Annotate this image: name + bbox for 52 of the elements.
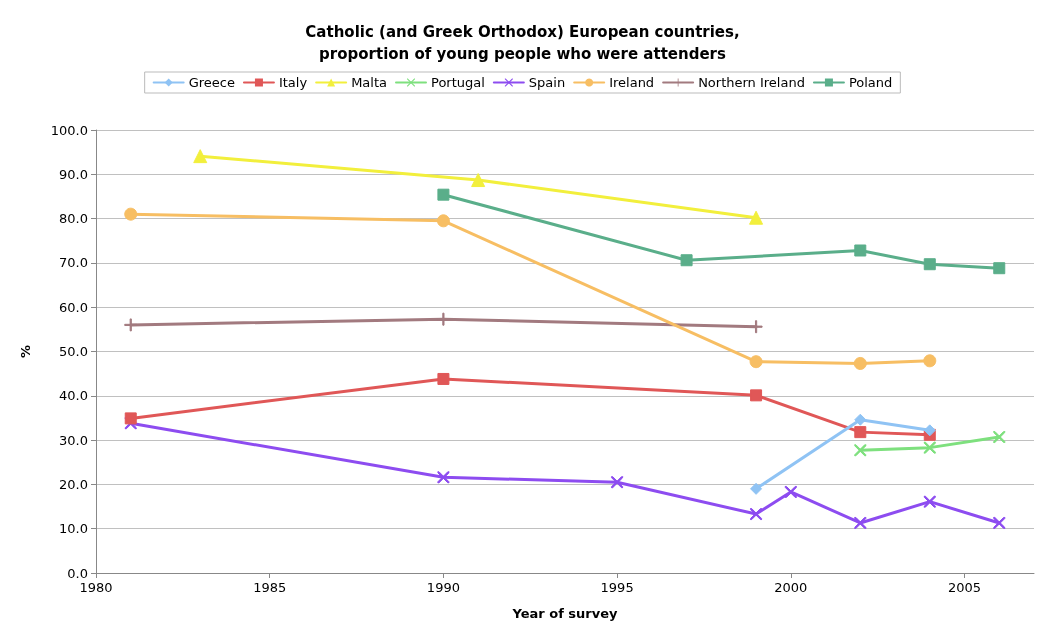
point (680, 254, 693, 267)
x-tick-label: 1990 (426, 580, 460, 595)
y-tick-label: 20.0 (59, 476, 88, 492)
point (124, 207, 138, 221)
legend-label: Malta (351, 75, 388, 90)
point (749, 355, 763, 369)
y-tick-label: 30.0 (59, 432, 88, 448)
point (750, 389, 763, 402)
point (854, 444, 867, 457)
y-tick-label: 10.0 (59, 521, 88, 537)
chart-title: Catholic (and Greek Orthodox) European countries, proportion of young people who were attenders (305, 23, 740, 63)
point (749, 210, 764, 225)
legend-label: Poland (848, 75, 893, 90)
x-tick-label: 1985 (253, 580, 287, 595)
point (750, 508, 763, 521)
x-axis-title: Year of survey (511, 606, 619, 621)
point (854, 426, 867, 439)
point (436, 214, 450, 228)
legend-label: Northern Ireland (698, 75, 805, 90)
point (437, 188, 450, 201)
legend-label: Spain (528, 75, 566, 90)
legend-label: Portugal (431, 75, 485, 90)
point (923, 424, 936, 437)
point (749, 320, 763, 334)
point (471, 173, 486, 188)
legend-label: Italy (278, 75, 308, 90)
x-tick-label: 1995 (600, 580, 634, 595)
point (993, 262, 1006, 275)
legend-label: Greece (188, 75, 235, 90)
y-axis-title: % (18, 344, 33, 359)
y-tick-label: 90.0 (59, 166, 88, 182)
y-tick-label: 70.0 (59, 255, 88, 271)
x-tick-label: 2000 (774, 580, 808, 595)
point (124, 318, 138, 332)
y-tick-label: 0.0 (67, 565, 88, 581)
y-tick-label: 100.0 (50, 122, 88, 138)
point (854, 244, 867, 257)
y-tick-label: 50.0 (59, 344, 88, 359)
y-tick-label: 40.0 (59, 388, 88, 404)
y-tick-label: 80.0 (59, 211, 88, 227)
x-tick-label: 1980 (79, 580, 113, 595)
y-tick-label: 60.0 (59, 299, 88, 315)
point (923, 258, 936, 271)
legend-label: Ireland (609, 75, 655, 90)
point (854, 413, 867, 426)
x-tick-label: 2005 (947, 580, 982, 595)
point (750, 482, 763, 495)
point (193, 149, 208, 164)
point (923, 354, 937, 368)
point (437, 372, 450, 385)
point (124, 412, 137, 425)
point (853, 356, 867, 370)
